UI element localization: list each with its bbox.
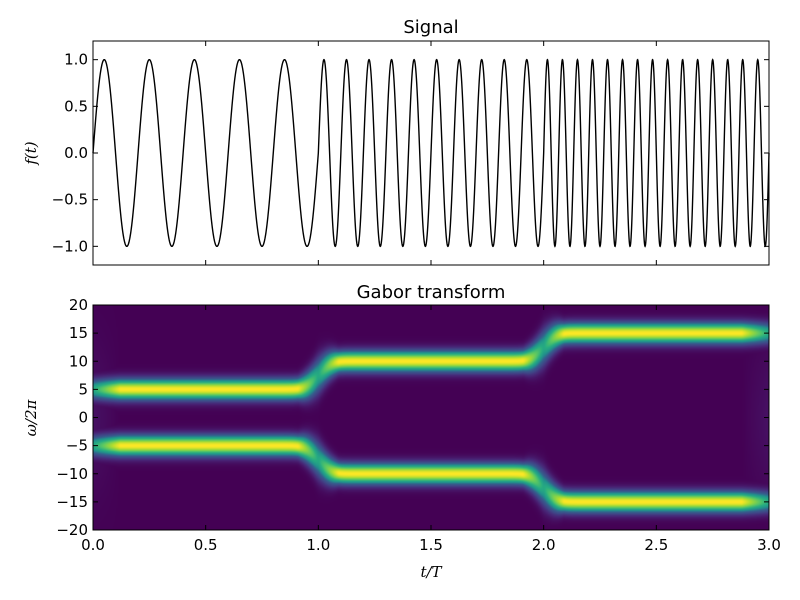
gabor-x-label: t/T: [420, 563, 442, 581]
signal-title: Signal: [403, 17, 458, 38]
signal-axes-frame: [92, 40, 770, 266]
gabor-y-tick-label: −15: [56, 493, 88, 511]
gabor-x-tick-label: 0.0: [81, 536, 105, 554]
gabor-y-tick-label: 15: [69, 324, 88, 342]
gabor-y-tick-label: 10: [69, 352, 88, 370]
signal-y-tick-label: 0.5: [64, 97, 88, 115]
signal-line: [92, 58, 770, 248]
gabor-axes-frame: [92, 304, 770, 531]
signal-y-tick-label: −1.0: [52, 237, 88, 255]
signal-panel: Signal 1.0 0.5 0.0 −0.5 −1.0 f(t): [22, 17, 770, 266]
gabor-y-label: ω/2π: [22, 399, 40, 437]
gabor-x-tick-label: 1.0: [306, 536, 330, 554]
signal-y-ticks: 1.0 0.5 0.0 −0.5 −1.0: [52, 51, 769, 255]
gabor-y-ticks: 20 15 10 5 0 −5 −10 −15 −20: [56, 296, 769, 539]
signal-y-tick-label: 1.0: [64, 51, 88, 69]
signal-y-tick-label: 0.0: [64, 144, 88, 162]
signal-y-tick-label: −0.5: [52, 191, 88, 209]
gabor-y-tick-label: 0: [78, 409, 88, 427]
gabor-y-tick-label: 20: [69, 296, 88, 314]
gabor-y-tick-label: −20: [56, 521, 88, 539]
signal-y-label: f(t): [22, 141, 40, 165]
gabor-x-tick-label: 0.5: [194, 536, 218, 554]
gabor-x-tick-label: 1.5: [419, 536, 443, 554]
gabor-x-tick-label: 3.0: [757, 536, 781, 554]
gabor-x-tick-label: 2.0: [532, 536, 556, 554]
gabor-y-tick-label: 5: [78, 380, 88, 398]
gabor-x-ticks: 0.0 0.5 1.0 1.5 2.0 2.5 3.0: [81, 305, 781, 554]
gabor-y-tick-label: −10: [56, 465, 88, 483]
gabor-heatmap: [93, 305, 769, 530]
gabor-y-tick-label: −5: [66, 437, 88, 455]
gabor-title: Gabor transform: [357, 282, 506, 303]
gabor-x-tick-label: 2.5: [644, 536, 668, 554]
